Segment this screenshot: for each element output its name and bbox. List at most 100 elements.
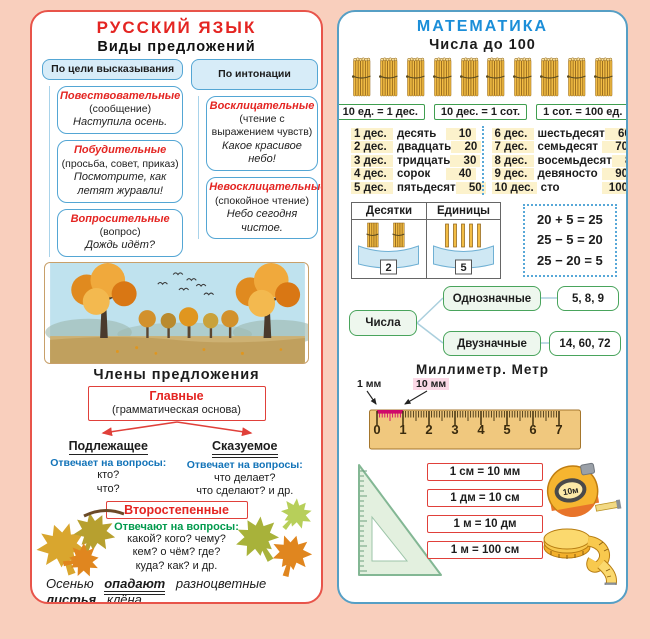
number-row: 9 дес. девяносто 90 bbox=[491, 168, 626, 180]
number-value: 60 bbox=[604, 127, 626, 140]
ruler-numbers: 0 1 2 3 4 5 6 7 bbox=[364, 422, 572, 437]
tens-count: 2 bbox=[385, 262, 391, 274]
stick-bundle-icon bbox=[405, 57, 425, 97]
by-intonation-boxes: Восклицательные (чтение с выражением чув… bbox=[198, 95, 321, 240]
ruler-number: 0 bbox=[373, 422, 381, 437]
number-word: семьдесят bbox=[537, 141, 599, 153]
sentence-members-title: Члены предложения bbox=[93, 367, 260, 384]
math-panel: МАТЕМАТИКА Числа до 100 bbox=[337, 10, 628, 604]
example-word-predicate: опадают bbox=[104, 576, 166, 596]
ruler-number: 7 bbox=[555, 422, 563, 437]
question-line: куда? как? и др. bbox=[135, 559, 218, 572]
number-value: 100 bbox=[601, 181, 626, 194]
by-intonation-column: По интонации Восклицательные (чтение с в… bbox=[191, 59, 321, 257]
units-column-header: Единицы bbox=[426, 203, 500, 219]
predicate-questions: что делает? что сделают? и др. bbox=[177, 472, 314, 499]
number-row: 5 дес. пятьдесят 50 bbox=[351, 181, 486, 194]
number-value: 70 bbox=[601, 141, 626, 153]
secondary-lead: Отвечают на вопросы: bbox=[114, 520, 239, 533]
number-row: 2 дес. двадцать 20 bbox=[351, 141, 482, 153]
number-word: восемьдесят bbox=[537, 154, 612, 167]
stick-bundle-icon bbox=[567, 57, 586, 97]
ruler-section: 1 мм 10 мм 0 1 2 3 4 5 6 7 bbox=[339, 377, 626, 457]
sentence-type-note: (чтение с выражением чувств) bbox=[211, 113, 313, 139]
sentence-type-example: Посмотрите, как летят журавли! bbox=[73, 171, 167, 197]
unit-equalities-row: 10 ед. = 1 дес. 10 дес. = 1 сот. 1 сот. = … bbox=[339, 104, 626, 120]
numbers-to-100-title: Числа до 100 bbox=[429, 37, 536, 53]
tree-connectors-icon bbox=[416, 297, 557, 344]
number-row: 1 дес. десять 10 bbox=[351, 127, 476, 140]
equation-line: 20 + 5 = 25 bbox=[537, 212, 603, 228]
tens-label: 1 дес. bbox=[351, 127, 393, 140]
predicate-lead: Отвечает на вопросы: bbox=[186, 459, 303, 472]
by-intonation-header: По интонации bbox=[191, 59, 318, 90]
ruler-number: 1 bbox=[399, 422, 407, 437]
tens-table-right: 6 дес. шестьдесят 60 7 дес. семьдесят 70… bbox=[481, 126, 626, 195]
tens-label: 8 дес. bbox=[491, 154, 534, 167]
sentence-type-box: Восклицательные (чтение с выражением чув… bbox=[206, 95, 318, 172]
branch-arrows-icon bbox=[101, 421, 252, 437]
subject-title: Подлежащее bbox=[68, 439, 148, 456]
sentence-type-box: Побудительные (просьба, совет, приказ) П… bbox=[57, 140, 184, 203]
number-word: сто bbox=[540, 181, 560, 194]
number-row: 10 дес. сто 100 bbox=[491, 181, 626, 194]
tens-label: 7 дес. bbox=[491, 141, 534, 153]
question-line: что сделают? и др. bbox=[196, 485, 294, 498]
number-word: десять bbox=[397, 127, 437, 140]
main-members-label: Главные bbox=[149, 389, 204, 404]
question-line: кто? bbox=[97, 469, 120, 482]
maple-leaves-icon bbox=[235, 498, 319, 582]
ruler-icon bbox=[369, 409, 581, 450]
tens-sticks-icon: 2 bbox=[358, 222, 419, 275]
math-title: МАТЕМАТИКА bbox=[416, 18, 549, 35]
tens-cell: 2 bbox=[352, 220, 426, 278]
stick-bundle-icon bbox=[459, 57, 479, 97]
sentence-type-name: Восклицательные bbox=[209, 99, 315, 112]
number-row: 8 дес. восемьдесят 80 bbox=[491, 154, 626, 167]
number-value: 10 bbox=[445, 127, 476, 140]
unit-equality-box: 10 ед. = 1 дес. bbox=[339, 104, 425, 120]
main-members-note: (грамматическая основа) bbox=[112, 404, 241, 417]
sentence-type-name: Повествовательные bbox=[60, 89, 181, 102]
number-value: 90 bbox=[601, 168, 626, 180]
predicate-column: Сказуемое Отвечает на вопросы: что делае… bbox=[177, 436, 314, 498]
tape-measures-icon: 10м bbox=[543, 462, 622, 585]
number-row: 3 дес. тридцать 30 bbox=[351, 154, 481, 167]
double-digit-values: 14, 60, 72 bbox=[549, 331, 621, 356]
question-line: какой? кого? чему? bbox=[127, 532, 226, 545]
stick-bundle-icon bbox=[352, 57, 371, 97]
conversion-box: 1 м = 10 дм bbox=[427, 515, 543, 533]
sentence-type-name: Побудительные bbox=[74, 144, 167, 157]
stick-bundle-icon bbox=[486, 57, 506, 97]
example-word: разноцветные bbox=[175, 576, 267, 592]
tens-label: 9 дес. bbox=[491, 168, 534, 180]
unit-sticks-icon: 5 bbox=[433, 223, 494, 275]
measuring-tools-section: 1 см = 10 мм 1 дм = 10 см 1 м = 10 дм 1 м =… bbox=[339, 459, 626, 585]
place-value-table: Десятки Единицы bbox=[351, 202, 501, 279]
tape-length-label: 10м bbox=[562, 485, 579, 498]
tens-label: 3 дес. bbox=[351, 154, 393, 167]
tens-column-header: Десятки bbox=[365, 205, 413, 217]
sentence-type-box: Вопросительные (вопрос) Дождь идёт? bbox=[57, 208, 184, 258]
number-word: двадцать bbox=[397, 141, 452, 153]
birds-icon bbox=[157, 272, 214, 296]
conversion-box: 1 дм = 10 см bbox=[427, 489, 543, 507]
sentence-type-note: (сообщение) bbox=[89, 103, 152, 116]
unit-equality-box: 10 дес. = 1 сот. bbox=[433, 104, 528, 120]
tens-label: 5 дес. bbox=[351, 181, 393, 194]
stick-bundle-icon bbox=[378, 57, 398, 97]
equation-line: 25 − 20 = 5 bbox=[537, 252, 603, 268]
sentence-type-example: Дождь идёт? bbox=[85, 239, 155, 252]
one-mm-label: 1 мм bbox=[357, 378, 382, 390]
example-sentence: Осенью опадают разноцветные листья клёна… bbox=[32, 576, 321, 602]
sentence-kinds-title: Виды предложений bbox=[97, 39, 256, 55]
russian-panel: РУССКИЙ ЯЗЫК Виды предложений По цели вы… bbox=[30, 10, 323, 604]
example-word-subject: листья bbox=[46, 592, 97, 602]
unit-equality-box: 1 сот. = 100 ед. bbox=[536, 104, 626, 120]
sentence-type-name: Вопросительные bbox=[70, 212, 170, 225]
conversion-box: 1 м = 100 см bbox=[427, 541, 543, 559]
stick-bundle-icon bbox=[513, 57, 532, 97]
single-digit-box: Однозначные bbox=[443, 286, 541, 311]
ruler-pointer-arrows-icon bbox=[366, 390, 428, 405]
subject-lead: Отвечает на вопросы: bbox=[50, 456, 167, 469]
